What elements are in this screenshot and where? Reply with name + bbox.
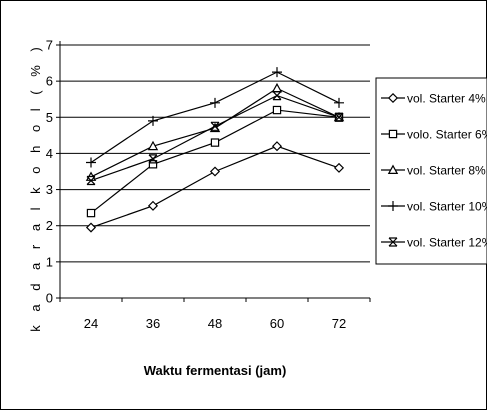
data-point-s2-1 [86, 208, 96, 218]
x-tick-label: 72 [332, 316, 346, 331]
y-tick-label: 6 [46, 74, 53, 89]
y-tick-labels: 0 1 2 3 4 5 6 7 [46, 38, 53, 306]
data-point-s2-3 [210, 138, 220, 147]
gridlines [60, 44, 370, 263]
data-point-s1-2 [147, 200, 159, 211]
legend-label-2: volo. Starter 6% [407, 128, 487, 142]
data-point-s4-5 [334, 97, 344, 108]
data-point-s5-3 [210, 121, 220, 131]
y-tick-label: 5 [46, 110, 53, 125]
data-point-s5-2 [148, 154, 158, 164]
y-tick-label: 3 [46, 182, 53, 197]
legend: vol. Starter 4% volo. Starter 6% vol. Star… [381, 92, 487, 250]
x-tick-labels: 24 36 48 60 72 [84, 316, 346, 331]
legend-label-3: vol. Starter 8% [407, 164, 486, 178]
legend-marker-3 [387, 164, 399, 174]
legend-marker-1 [387, 92, 399, 104]
y-tick-label: 7 [46, 38, 53, 53]
y-tick-label: 2 [46, 218, 53, 233]
legend-label-5: vol. Starter 12% [407, 236, 487, 250]
data-point-s1-5 [333, 162, 345, 173]
x-tick-label: 36 [146, 316, 160, 331]
y-axis-title: k a d a r a l k o h o l ( % ) [28, 42, 43, 332]
data-point-s4-1 [86, 157, 96, 168]
data-point-s2-4 [272, 105, 282, 115]
data-point-s3-2 [147, 140, 159, 151]
y-tick-label: 1 [46, 254, 53, 269]
legend-marker-2 [388, 129, 398, 139]
data-point-s1-4 [271, 141, 283, 152]
y-tick-label: 4 [46, 146, 53, 161]
data-point-s4-2 [148, 115, 158, 126]
y-tick-label: 0 [46, 291, 53, 306]
data-point-s2-2 [148, 160, 158, 169]
x-tick-label: 48 [208, 316, 222, 331]
legend-label-4: vol. Starter 10% [407, 200, 487, 214]
data-point-s5-4 [272, 91, 282, 101]
data-point-s5-5 [334, 112, 344, 122]
data-point-s4-3 [210, 97, 220, 108]
legend-label-1: vol. Starter 4% [407, 92, 486, 106]
legend-marker-4 [388, 201, 398, 211]
x-axis-title: Waktu fermentasi (jam) [144, 363, 287, 378]
series-markers [85, 67, 345, 233]
data-point-s4-4 [272, 67, 282, 78]
legend-marker-5 [388, 237, 398, 247]
data-point-s5-1 [86, 175, 96, 186]
data-point-s1-1 [85, 222, 97, 233]
axes [56, 41, 371, 302]
x-tick-label: 60 [270, 316, 284, 331]
x-tick-label: 24 [84, 316, 98, 331]
data-point-s1-3 [209, 166, 221, 177]
